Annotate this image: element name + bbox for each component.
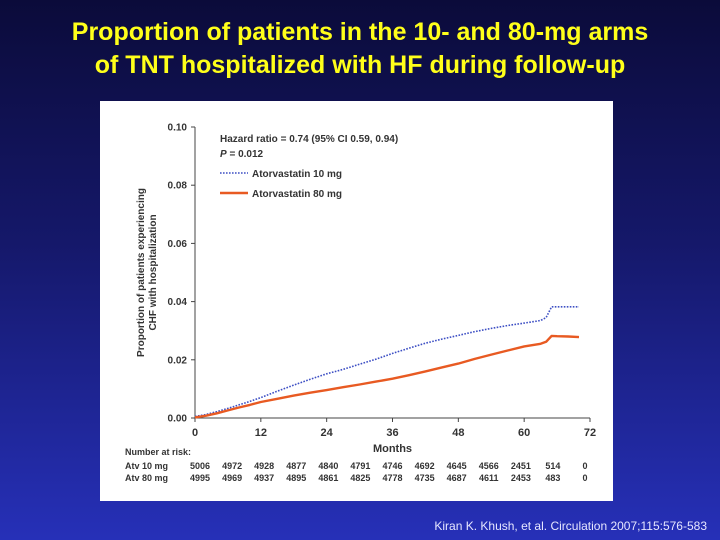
risk-value: 483	[545, 473, 560, 483]
y-tick-label: 0.00	[168, 414, 188, 425]
risk-value: 4645	[447, 461, 467, 471]
chart-series	[194, 306, 580, 419]
kaplan-meier-chart: 0.00 0.02 0.04 0.06 0.08 0.10 0 12 24 36 48 60 72 Mo…	[125, 123, 597, 484]
risk-value: 4928	[254, 461, 274, 471]
hazard-ratio-annotation: Hazard ratio = 0.74 (95% CI 0.59, 0.94)	[220, 134, 398, 145]
p-value-label: P	[220, 149, 227, 160]
y-tick-label: 0.04	[168, 297, 188, 308]
x-axis-title: Months	[373, 443, 412, 455]
risk-value: 4778	[382, 473, 402, 483]
slide-title-line-2: of TNT hospitalized with HF during follo…	[94, 51, 626, 79]
risk-value: 0	[582, 473, 587, 483]
p-value-number: = 0.012	[227, 149, 264, 160]
risk-value: 4840	[318, 461, 338, 471]
x-tick-label: 0	[192, 427, 198, 439]
risk-value: 4995	[190, 473, 210, 483]
risk-value: 4611	[479, 473, 499, 483]
risk-value: 4895	[286, 473, 306, 483]
p-value-annotation: P = 0.012	[220, 149, 264, 160]
risk-value: 5006	[190, 461, 210, 471]
series-atv80-line	[194, 334, 580, 419]
risk-value: 4746	[382, 461, 402, 471]
y-tick-label: 0.08	[168, 181, 188, 192]
slide-title-line-1: Proportion of patients in the 10- and 80…	[71, 18, 649, 46]
risk-value: 4969	[222, 473, 242, 483]
risk-value: 4877	[286, 461, 306, 471]
y-axis-title-line-1: Proportion of patients experiencing	[136, 188, 147, 357]
risk-value: 4692	[415, 461, 435, 471]
y-tick-label: 0.10	[168, 123, 188, 134]
y-tick-label: 0.02	[168, 355, 188, 366]
x-tick-label: 48	[452, 427, 464, 439]
x-tick-label: 36	[386, 427, 398, 439]
y-axis-title-line-2: CHF with hospitalization	[148, 214, 159, 330]
risk-value: 4566	[479, 461, 499, 471]
number-at-risk-label: Number at risk:	[125, 447, 191, 457]
risk-value: 514	[545, 461, 560, 471]
x-tick-label: 60	[518, 427, 530, 439]
risk-value: 0	[582, 461, 587, 471]
risk-value: 4791	[350, 461, 370, 471]
risk-row-label: Atv 80 mg	[125, 473, 168, 483]
legend-label-atv80: Atorvastatin 80 mg	[252, 189, 342, 200]
x-tick-label: 12	[255, 427, 267, 439]
slide-title: Proportion of patients in the 10- and 80…	[0, 16, 720, 82]
legend-label-atv10: Atorvastatin 10 mg	[252, 169, 342, 180]
chart-labels: Months Proportion of patients experiencin…	[125, 134, 588, 483]
risk-value: 2451	[511, 461, 531, 471]
citation: Kiran K. Khush, et al. Circulation 2007;…	[434, 519, 707, 533]
risk-value: 4825	[350, 473, 370, 483]
x-tick-label: 24	[321, 427, 334, 439]
risk-value: 4861	[318, 473, 338, 483]
risk-value: 4937	[254, 473, 274, 483]
risk-value: 4735	[415, 473, 435, 483]
risk-value: 4687	[447, 473, 467, 483]
chart-panel: 0.00 0.02 0.04 0.06 0.08 0.10 0 12 24 36 48 60 72 Mo…	[100, 101, 613, 501]
risk-row-label: Atv 10 mg	[125, 461, 168, 471]
y-tick-label: 0.06	[168, 239, 188, 250]
x-tick-label: 72	[584, 427, 596, 439]
series-atv10-line	[194, 306, 579, 418]
chart-axes: 0.00 0.02 0.04 0.06 0.08 0.10 0 12 24 36 48 60 72	[168, 123, 597, 440]
risk-value: 4972	[222, 461, 242, 471]
risk-value: 2453	[511, 473, 531, 483]
